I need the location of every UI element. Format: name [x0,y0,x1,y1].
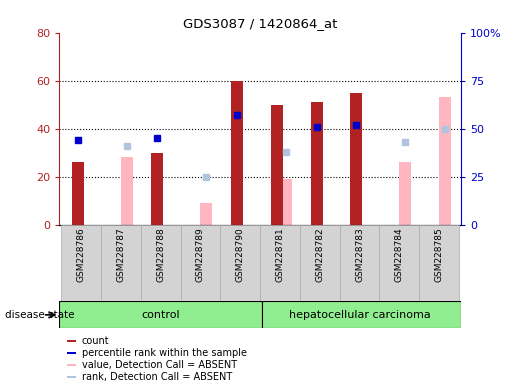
Bar [350,93,362,225]
Bar [439,98,451,225]
Text: GSM228789: GSM228789 [196,227,205,282]
Bar [271,105,283,225]
Text: value, Detection Call = ABSENT: value, Detection Call = ABSENT [82,360,237,370]
Bar [419,225,459,301]
Bar [67,364,76,366]
Bar [380,225,419,301]
Text: rank, Detection Call = ABSENT: rank, Detection Call = ABSENT [82,372,232,382]
Bar [339,225,380,301]
Text: hepatocellular carcinoma: hepatocellular carcinoma [288,310,431,320]
Bar [141,225,181,301]
Bar [399,162,411,225]
Bar [262,301,461,328]
Text: count: count [82,336,109,346]
Text: GSM228786: GSM228786 [77,227,85,282]
Bar [260,225,300,301]
Bar [101,225,141,301]
Bar [231,81,243,225]
Text: GSM228783: GSM228783 [355,227,364,282]
Text: GSM228782: GSM228782 [315,227,324,281]
Bar [61,225,101,301]
Text: GSM228790: GSM228790 [236,227,245,282]
Bar [300,225,339,301]
Bar [67,376,76,378]
Title: GDS3087 / 1420864_at: GDS3087 / 1420864_at [183,17,337,30]
Text: control: control [141,310,180,320]
Bar [121,157,133,225]
Bar [200,203,212,225]
Text: percentile rank within the sample: percentile rank within the sample [82,348,247,358]
Bar [220,225,260,301]
Bar [67,353,76,354]
Text: GSM228787: GSM228787 [116,227,125,282]
Text: GSM228781: GSM228781 [276,227,284,282]
Bar [280,179,292,225]
Text: disease state: disease state [5,310,75,320]
Text: GSM228788: GSM228788 [156,227,165,282]
Text: GSM228784: GSM228784 [395,227,404,281]
Bar [151,153,163,225]
Bar [181,225,220,301]
Text: GSM228785: GSM228785 [435,227,443,282]
Bar [311,102,322,225]
Bar [67,340,76,342]
Bar [59,301,262,328]
Bar [72,162,84,225]
